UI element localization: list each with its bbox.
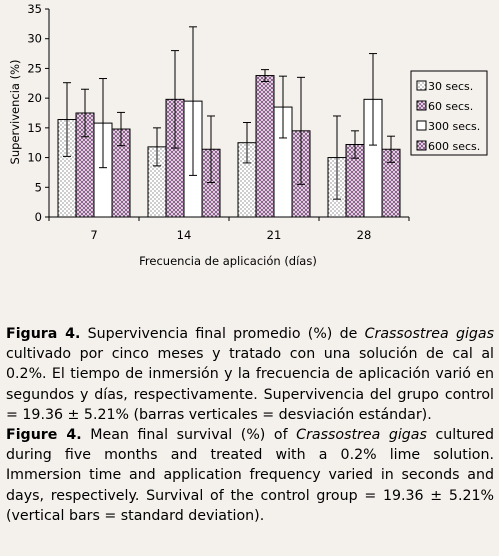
x-axis-label: Frecuencia de aplicación (días) (139, 254, 317, 268)
y-tick-label: 20 (27, 91, 42, 105)
bars (57, 75, 401, 218)
caption-en-label: Figure 4. (6, 427, 82, 444)
caption-en-text-1: Mean final survival (%) of (81, 427, 297, 444)
legend-swatch (416, 80, 427, 91)
caption-spanish: Figura 4. Supervivencia final promedio (… (6, 324, 494, 425)
y-tick-label: 15 (27, 121, 42, 135)
x-tick-label: 21 (267, 228, 282, 242)
y-tick-label: 35 (27, 2, 42, 16)
y-axis-label: Supervivencia (%) (8, 60, 22, 165)
y-tick-label: 10 (27, 151, 42, 165)
x-tick-label: 28 (357, 228, 372, 242)
legend-swatch (416, 100, 427, 111)
y-tick-label: 25 (27, 61, 42, 75)
x-tick-label: 7 (90, 228, 97, 242)
bar-chart-figure: 0 5 10 15 20 25 30 35 7 14 21 28 30 secs. 60 secs. 30… (8, 2, 488, 268)
y-tick-label: 30 (27, 32, 42, 46)
caption-es-text-1: Supervivencia final promedio (%) de (80, 326, 365, 342)
caption-en-species: Crassostrea gigas (296, 427, 427, 444)
error-bars (63, 26, 395, 200)
legend-label: 60 secs. (428, 100, 473, 113)
caption-en-text-2: cultured during five months and treated … (6, 427, 495, 524)
figure-caption: Figura 4. Supervivencia final promedio (… (6, 324, 494, 526)
legend: 30 secs. 60 secs. 300 secs. 600 secs. (410, 70, 488, 156)
axes: 0 5 10 15 20 25 30 35 7 14 21 28 (27, 2, 410, 242)
legend-label: 30 secs. (428, 80, 473, 93)
caption-es-label: Figura 4. (6, 326, 81, 342)
caption-es-species: Crassostrea gigas (364, 326, 494, 342)
legend-box (410, 70, 488, 156)
legend-swatch (416, 140, 427, 151)
bar (255, 75, 275, 218)
x-tick-label: 14 (177, 228, 192, 242)
y-tick-label: 0 (35, 210, 42, 224)
legend-swatch (416, 120, 427, 131)
y-tick-label: 5 (35, 180, 42, 194)
caption-es-text-2: cultivado por cinco meses y tratado con … (6, 346, 494, 423)
caption-english: Figure 4. Mean final survival (%) of Cra… (6, 425, 494, 526)
legend-label: 600 secs. (428, 140, 480, 153)
legend-label: 300 secs. (428, 120, 480, 133)
